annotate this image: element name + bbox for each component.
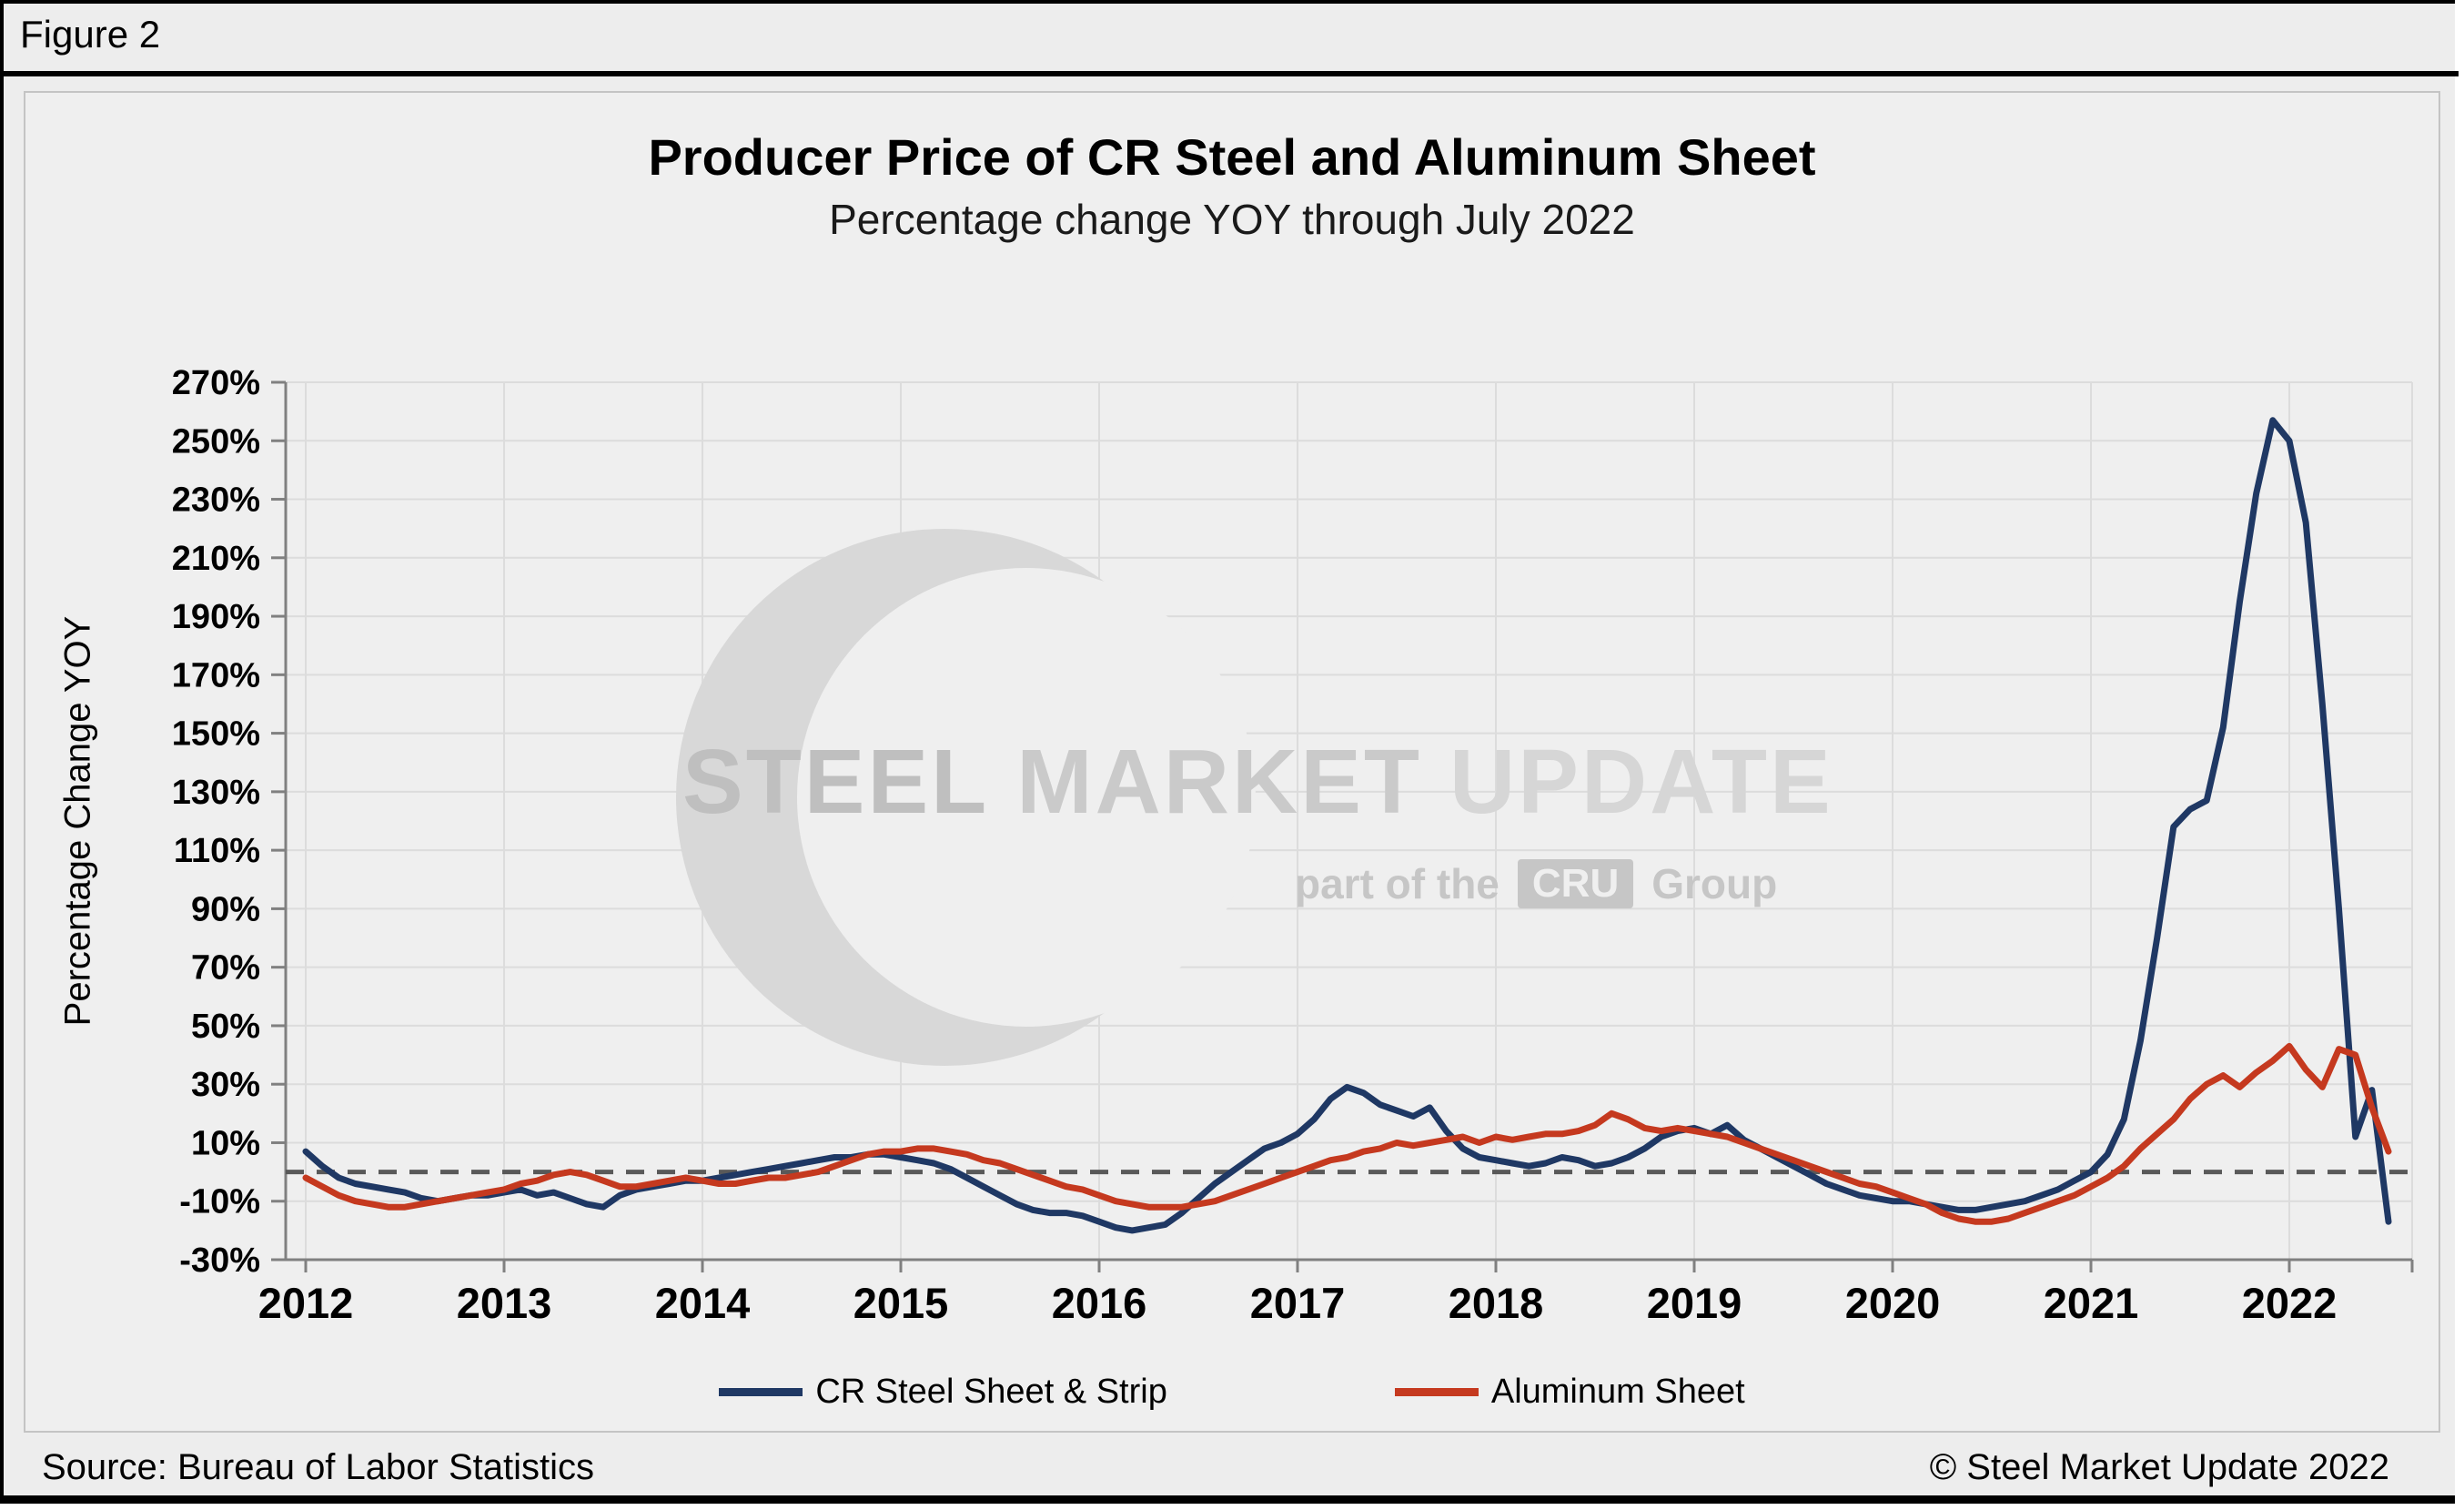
y-tick-label: 110% bbox=[174, 832, 260, 870]
header-rule bbox=[4, 71, 2459, 76]
x-tick-label: 2017 bbox=[1250, 1279, 1346, 1327]
chart-plot: 270% 250% 230% 210% 190% 170% 150% 130% 110% 90% 7… bbox=[172, 364, 2414, 1327]
legend-label-cr-steel: CR Steel Sheet & Strip bbox=[815, 1373, 1167, 1411]
legend: CR Steel Sheet & Strip Aluminum Sheet bbox=[25, 1373, 2439, 1412]
x-tick-label: 2014 bbox=[655, 1279, 751, 1327]
x-tick-label: 2018 bbox=[1449, 1279, 1544, 1327]
x-tick-label: 2012 bbox=[258, 1279, 354, 1327]
y-tick-label: -30% bbox=[179, 1241, 260, 1280]
x-tick-label: 2015 bbox=[853, 1279, 949, 1327]
watermark-title: STEEL MARKET UPDATE bbox=[682, 730, 1833, 835]
x-tick-label: 2020 bbox=[1845, 1279, 1941, 1327]
watermark-word-steel: STEEL bbox=[682, 731, 990, 833]
legend-swatch-cr-steel bbox=[719, 1388, 803, 1396]
y-tick-label: 30% bbox=[191, 1066, 260, 1104]
y-tick-label: 150% bbox=[172, 715, 260, 754]
chart-subtitle: Percentage change YOY through July 2022 bbox=[829, 196, 1635, 243]
cru-logo: CRU bbox=[1517, 859, 1634, 908]
chart-title: Producer Price of CR Steel and Aluminum … bbox=[648, 128, 1816, 186]
y-tick-label: 10% bbox=[191, 1124, 260, 1162]
crescent-inner bbox=[797, 568, 1256, 1027]
legend-item-aluminum: Aluminum Sheet bbox=[1394, 1373, 1745, 1412]
chart-panel: 270% 250% 230% 210% 190% 170% 150% 130% 110% 90% 7… bbox=[24, 91, 2440, 1433]
x-tick-label: 2021 bbox=[2044, 1279, 2139, 1327]
y-tick-label: 210% bbox=[172, 540, 260, 578]
y-tick-label: 50% bbox=[191, 1008, 260, 1046]
series-line-1 bbox=[302, 1042, 2392, 1225]
source-note: Source: Bureau of Labor Statistics bbox=[42, 1447, 594, 1487]
legend-swatch-aluminum bbox=[1394, 1388, 1479, 1396]
x-tick-label: 2022 bbox=[2242, 1279, 2338, 1327]
legend-item-cr-steel: CR Steel Sheet & Strip bbox=[719, 1373, 1167, 1412]
watermark-tagline: part of the CRU Group bbox=[1295, 859, 1777, 908]
legend-label-aluminum: Aluminum Sheet bbox=[1490, 1373, 1745, 1411]
y-tick-label: 170% bbox=[172, 656, 260, 694]
y-tick-label: 130% bbox=[172, 774, 260, 812]
x-tick-label: 2019 bbox=[1647, 1279, 1742, 1327]
y-tick-label: 90% bbox=[191, 890, 260, 928]
copyright-note: © Steel Market Update 2022 bbox=[1929, 1447, 2389, 1487]
y-tick-label: 270% bbox=[172, 364, 260, 402]
x-tick-label: 2013 bbox=[457, 1279, 552, 1327]
y-tick-label: 250% bbox=[172, 422, 260, 461]
watermark-tagline-prefix: part of the bbox=[1295, 860, 1500, 907]
y-tick-label: 190% bbox=[172, 598, 260, 636]
figure-label: Figure 2 bbox=[20, 13, 161, 56]
x-tick-label: 2016 bbox=[1052, 1279, 1147, 1327]
y-tick-label: 230% bbox=[172, 481, 260, 520]
y-axis-label: Percentage Change YOY bbox=[57, 615, 98, 1027]
y-tick-label: 70% bbox=[191, 949, 260, 988]
watermark-tagline-suffix: Group bbox=[1651, 860, 1778, 907]
watermark-word-market: MARKET bbox=[1016, 731, 1422, 833]
watermark-crescent-icon bbox=[676, 529, 1256, 1066]
y-tick-label: -10% bbox=[179, 1183, 260, 1221]
watermark-word-update: UPDATE bbox=[1449, 731, 1833, 833]
